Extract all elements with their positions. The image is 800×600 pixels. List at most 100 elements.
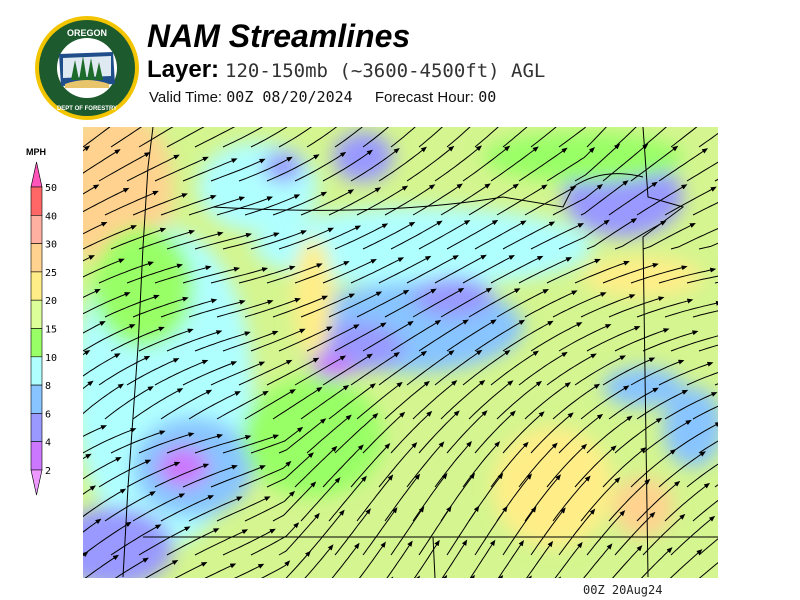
svg-text:OREGON: OREGON	[67, 28, 107, 38]
streamline	[182, 361, 238, 386]
streamline	[83, 485, 96, 495]
streamline	[692, 310, 718, 318]
streamline	[238, 359, 293, 386]
streamline	[83, 258, 125, 278]
streamline	[188, 299, 246, 318]
streamline	[216, 390, 269, 420]
streamline	[640, 547, 673, 578]
streamline	[322, 259, 377, 284]
streamline	[110, 227, 167, 250]
streamline	[490, 255, 544, 284]
streamline	[390, 410, 433, 454]
streamline	[83, 380, 94, 390]
streamline	[160, 495, 215, 522]
streamline	[546, 258, 601, 284]
streamline	[132, 193, 188, 216]
streamline	[126, 263, 183, 284]
streamline	[474, 127, 499, 148]
streamline	[558, 324, 612, 352]
streamline	[686, 161, 718, 182]
streamline	[83, 518, 102, 533]
streamline	[574, 143, 621, 182]
streamline	[670, 127, 698, 148]
streamline	[434, 145, 482, 182]
streamline	[518, 257, 573, 284]
streamline	[446, 319, 497, 352]
streamline	[244, 389, 296, 420]
streamline	[412, 287, 465, 318]
streamline	[418, 319, 469, 352]
streamline	[238, 265, 296, 284]
streamline	[362, 221, 416, 250]
streamline	[446, 219, 499, 250]
streamline	[166, 231, 224, 250]
streamline	[174, 562, 208, 578]
streamline	[658, 361, 714, 386]
streamline	[686, 463, 718, 488]
streamline	[670, 515, 716, 556]
streamline	[530, 507, 566, 556]
legend-swatch	[30, 413, 43, 442]
streamline	[278, 512, 320, 556]
streamline	[83, 149, 121, 174]
streamline	[160, 389, 213, 420]
streamline	[586, 510, 626, 556]
streamline	[614, 127, 637, 148]
streamline	[272, 387, 323, 420]
forecast-hour-value: 00	[478, 88, 497, 106]
streamline	[497, 540, 524, 578]
streamline	[468, 380, 514, 420]
streamline	[468, 473, 504, 522]
streamline	[580, 477, 621, 522]
streamline	[222, 330, 279, 352]
streamline	[83, 321, 106, 334]
streamline	[502, 320, 554, 352]
streamline	[418, 410, 460, 454]
streamline	[210, 361, 266, 386]
streamline-map	[83, 127, 718, 578]
streamline	[83, 383, 125, 415]
streamline	[412, 473, 448, 522]
wind-speed-shading	[83, 127, 718, 578]
streamline	[328, 187, 382, 216]
streamline	[468, 288, 521, 318]
streamline	[356, 381, 403, 420]
streamline	[334, 322, 387, 352]
streamline	[468, 183, 520, 216]
streamline	[552, 475, 591, 522]
streamline	[636, 184, 688, 216]
streamline	[406, 441, 445, 488]
streamline	[390, 220, 443, 250]
streamline	[204, 563, 237, 578]
streamline	[378, 350, 428, 386]
layer-label: Layer:	[147, 56, 220, 83]
streamline	[233, 563, 265, 578]
streamline	[83, 184, 100, 195]
streamline	[83, 425, 107, 437]
layer-value: 120-150mb (~3600-4500ft) AGL	[225, 60, 546, 82]
streamline	[83, 292, 131, 315]
streamline	[413, 539, 440, 578]
streamline	[608, 478, 651, 522]
streamline	[322, 149, 373, 182]
legend-swatch	[30, 186, 43, 216]
streamline	[138, 328, 194, 352]
streamline	[278, 418, 327, 454]
streamline	[390, 127, 416, 148]
streamline	[188, 391, 241, 420]
streamline	[358, 541, 386, 578]
streamline	[294, 445, 338, 488]
streamline	[328, 475, 367, 522]
streamline	[490, 146, 539, 182]
legend-tick-label: 20	[45, 296, 57, 307]
streamline	[583, 543, 613, 578]
streamline	[502, 127, 528, 148]
streamline	[406, 255, 459, 284]
streamline	[110, 127, 143, 148]
streamline	[462, 350, 511, 386]
streamline	[250, 522, 300, 556]
oregon-department-of-forestry-logo: OREGON DEPT OF FORESTRY	[35, 16, 139, 120]
valid-time-label: Valid Time:	[149, 89, 223, 106]
layer-info: Layer: 120-150mb (~3600-4500ft) AGL	[147, 56, 545, 84]
streamline	[636, 298, 694, 318]
